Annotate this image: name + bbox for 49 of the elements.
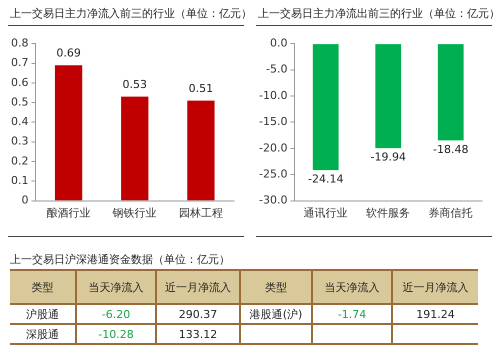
y-tick-label: -30.0 (258, 194, 288, 207)
y-tick-label: -10.0 (258, 88, 288, 102)
y-tick-label: 0.3 (10, 134, 28, 148)
text: 类型 (240, 270, 312, 304)
text: 上一交易日沪深港通资金数据（单位：亿元） (10, 252, 231, 267)
x-tick-label: 园林工程 (178, 206, 223, 220)
text: 沪股通 (10, 304, 76, 324)
text: 深股通 (10, 324, 76, 344)
text: 近一月净流入 (392, 270, 478, 304)
y-tick-label: -25.0 (258, 167, 288, 180)
data-label: -19.94 (370, 150, 406, 164)
y-tick-label: 0.0 (270, 36, 288, 50)
bar (121, 96, 148, 200)
y-tick-label: 0.4 (10, 115, 28, 128)
y-tick-label: 0.6 (10, 76, 28, 89)
x-tick-label: 软件服务 (366, 206, 410, 220)
y-tick-label: -5.0 (266, 62, 288, 76)
y-tick-label: 0 (21, 194, 28, 207)
data-label: 0.69 (56, 46, 81, 60)
text: 港股通(沪) (240, 304, 312, 324)
text: 133.12 (156, 324, 240, 344)
text: 191.24 (392, 304, 478, 324)
data-label: -18.48 (433, 142, 468, 156)
x-tick-label: 钢铁行业 (112, 206, 157, 220)
y-tick-label: -20.0 (258, 141, 288, 154)
y-tick-label: 0.8 (10, 36, 28, 50)
y-tick-label: 0.7 (10, 56, 28, 70)
y-tick-label: 0.5 (10, 95, 28, 108)
text: -10.28 (76, 324, 156, 344)
x-tick-label: 通讯行业 (304, 206, 348, 220)
text: 近一月净流入 (156, 270, 240, 304)
y-tick-label: -15.0 (258, 115, 288, 128)
y-tick-label: 0.2 (10, 154, 28, 168)
bar (54, 65, 82, 200)
data-label: -24.14 (308, 172, 344, 186)
text: 类型 (10, 270, 76, 304)
chart-title: 上一交易日主力净流出前三的行业（单位：亿元） (257, 6, 500, 22)
data-label: 0.51 (188, 82, 214, 95)
chart-title: 上一交易日主力净流入前三的行业（单位：亿元） (9, 6, 252, 22)
text: 当天净流入 (312, 270, 392, 304)
text: 当天净流入 (76, 270, 156, 304)
text: -6.20 (76, 304, 156, 324)
text: -1.74 (312, 304, 392, 324)
bar (187, 100, 215, 200)
data-label: 0.53 (122, 78, 147, 92)
x-tick-label: 酿酒行业 (46, 206, 91, 220)
y-tick-label: 0.1 (10, 174, 28, 188)
x-tick-label: 券商信托 (428, 206, 473, 220)
text: 290.37 (156, 304, 240, 324)
